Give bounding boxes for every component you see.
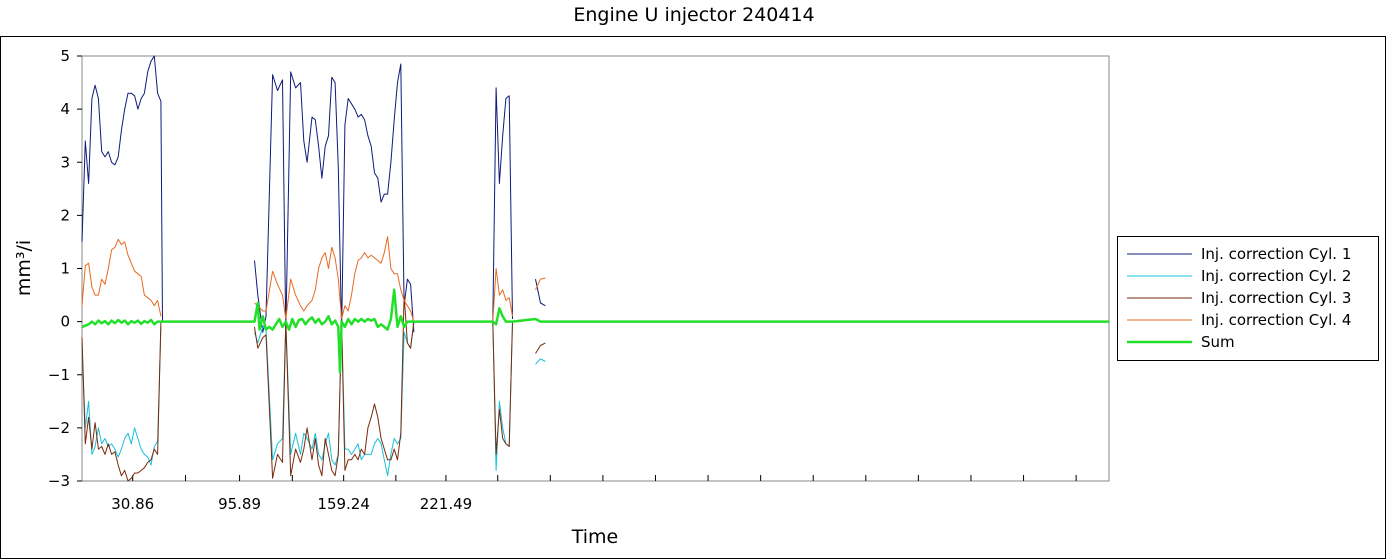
legend-label: Sum [1201,333,1235,351]
series-5 [81,288,1109,374]
series-line [81,321,162,482]
series-line [535,277,546,291]
y-tick-label: 0 [60,313,70,331]
series-line [254,63,415,333]
legend-label: Inj. correction Cyl. 1 [1201,245,1351,263]
y-tick-label: −3 [48,472,70,490]
x-axis-title: Time [571,526,619,548]
y-axis: 5 4 3 2 1 0 −1 −2 −3 [48,47,82,490]
y-tick-label: 1 [60,260,70,278]
series-line [535,358,546,365]
series-line [535,342,546,354]
y-tick-label: 2 [60,206,70,224]
series-3 [81,294,546,482]
x-tick-label: 95.89 [218,495,261,513]
series-1 [81,55,546,333]
y-tick-label: 5 [60,47,70,65]
y-axis-title: mm³/i [13,240,35,296]
series-line [81,288,1109,374]
series-line [254,236,415,322]
y-tick-label: −2 [48,419,70,437]
outer-frame [0,36,1386,559]
series-line [81,55,163,322]
legend-label: Inj. correction Cyl. 2 [1201,267,1351,285]
series-line [81,238,162,317]
series-lines [81,55,1109,482]
plot-area [81,55,1110,482]
series-line [81,326,162,466]
series-line [492,268,513,322]
series-4 [81,236,546,322]
series-line [535,278,546,307]
x-tick-label: 30.86 [111,495,154,513]
chart-title: Engine U injector 240414 [573,4,814,26]
legend-label: Inj. correction Cyl. 3 [1201,289,1351,307]
series-2 [81,321,546,477]
y-tick-label: 3 [60,153,70,171]
legend: Inj. correction Cyl. 1 Inj. correction Cy… [1117,236,1379,361]
series-line [492,321,513,455]
x-tick-label: 159.24 [317,495,370,513]
y-tick-label: 4 [60,100,70,118]
legend-label: Inj. correction Cyl. 4 [1201,311,1351,329]
y-tick-label: −1 [48,366,70,384]
x-tick-label: 221.49 [420,495,473,513]
series-line [254,321,415,477]
x-axis: 30.86 95.89 159.24 221.49 [111,475,1077,513]
series-line [492,87,513,322]
